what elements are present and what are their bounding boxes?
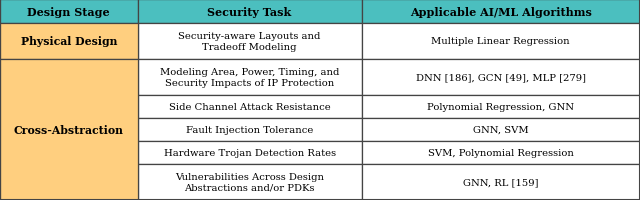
Text: Hardware Trojan Detection Rates: Hardware Trojan Detection Rates [164,148,335,157]
Bar [138,141,362,164]
Bar [138,118,362,141]
Text: Applicable AI/ML Algorithms: Applicable AI/ML Algorithms [410,6,592,17]
Bar [138,60,362,96]
Bar [362,0,640,24]
Bar [362,118,640,141]
Text: Fault Injection Tolerance: Fault Injection Tolerance [186,125,314,134]
Text: Multiple Linear Regression: Multiple Linear Regression [431,37,570,46]
Bar [0,0,138,24]
Bar [362,164,640,200]
Bar [138,164,362,200]
Text: Modeling Area, Power, Timing, and
Security Impacts of IP Protection: Modeling Area, Power, Timing, and Securi… [160,68,339,87]
Bar [138,24,362,60]
Bar [0,60,138,200]
Text: Security-aware Layouts and
Tradeoff Modeling: Security-aware Layouts and Tradeoff Mode… [179,32,321,51]
Bar [362,141,640,164]
Bar [138,0,362,24]
Text: GNN, SVM: GNN, SVM [473,125,529,134]
Text: GNN, RL [159]: GNN, RL [159] [463,178,538,187]
Text: Design Stage: Design Stage [28,6,110,17]
Text: Security Task: Security Task [207,6,292,17]
Text: Vulnerabilities Across Design
Abstractions and/or PDKs: Vulnerabilities Across Design Abstractio… [175,172,324,192]
Bar [362,24,640,60]
Text: Physical Design: Physical Design [20,36,117,47]
Text: SVM, Polynomial Regression: SVM, Polynomial Regression [428,148,573,157]
Bar [362,60,640,96]
Bar [0,24,138,60]
Text: Polynomial Regression, GNN: Polynomial Regression, GNN [428,102,574,111]
Text: Cross-Abstraction: Cross-Abstraction [14,124,124,135]
Bar [138,96,362,118]
Text: Side Channel Attack Resistance: Side Channel Attack Resistance [169,102,330,111]
Bar [362,96,640,118]
Text: DNN [186], GCN [49], MLP [279]: DNN [186], GCN [49], MLP [279] [416,73,586,82]
